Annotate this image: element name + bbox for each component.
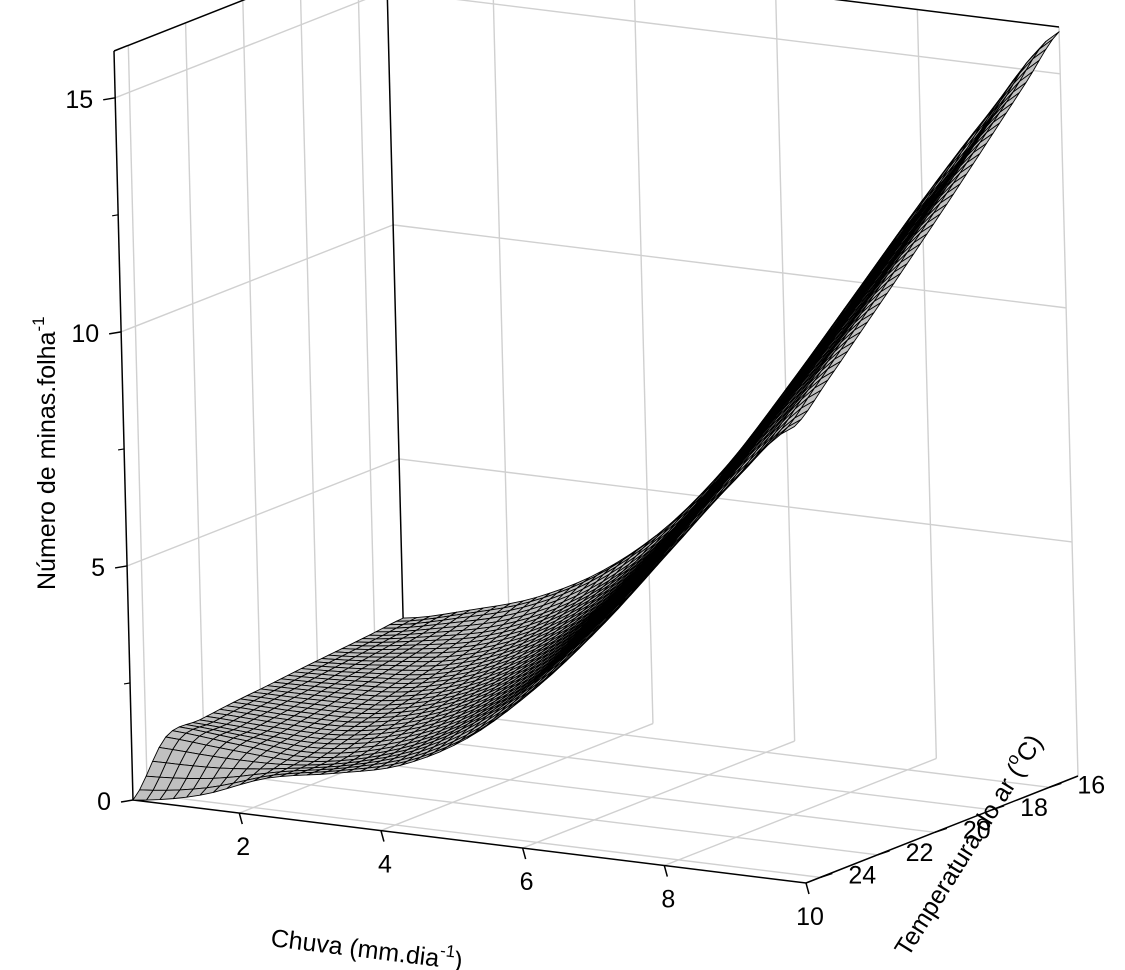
back-wall-gridline-z — [455, 0, 1061, 75]
floor-gridline-x — [380, 722, 654, 832]
x-tick-label: 2 — [236, 833, 250, 861]
z-tick-label: 10 — [71, 320, 99, 348]
z-axis-line — [113, 50, 134, 801]
x-tick-mark — [521, 847, 527, 860]
x-tick-label: 8 — [661, 886, 675, 914]
side-wall-gridline-z — [126, 458, 400, 567]
z-minor-tick — [117, 448, 125, 451]
back-wall-gridline-x — [633, 0, 654, 724]
z-tick-label: 5 — [91, 554, 105, 582]
top-edge-left — [113, 0, 246, 52]
back-wall-gridline-x — [775, 0, 796, 742]
side-wall-gridline-y — [127, 45, 149, 795]
z-tick-mark — [114, 565, 128, 569]
z-minor-tick — [112, 214, 119, 217]
x-tick-label: 10 — [796, 903, 824, 931]
side-wall-gridline-y — [299, 0, 320, 727]
z-tick-mark — [103, 97, 116, 101]
back-wall-gridline-x — [1058, 26, 1079, 777]
top-edge-back — [833, 0, 1060, 28]
floor-gridline-y — [204, 771, 878, 856]
z-tick-mark — [120, 799, 134, 803]
y-tick-label: 24 — [848, 861, 876, 889]
x-tick-mark — [238, 812, 243, 825]
x-tick-label: 6 — [520, 868, 534, 896]
z-axis-title: Número de minas.folha-1 — [29, 316, 61, 590]
y-tick-mark — [877, 850, 890, 856]
y-tick-mark — [820, 872, 833, 879]
side-wall-gridline-z — [120, 224, 394, 333]
y-tick-mark — [1049, 782, 1062, 788]
y-tick-label: 18 — [1020, 794, 1048, 822]
surface-layer — [132, 31, 1060, 801]
z-tick-mark — [109, 331, 122, 335]
surface-patch — [132, 789, 154, 801]
back-wall-gridline-z — [393, 224, 1067, 309]
side-wall-gridline-z — [114, 0, 366, 99]
z-tick-label: 0 — [97, 788, 111, 816]
x-axis-line — [132, 799, 807, 884]
y-tick-label: 20 — [963, 816, 991, 844]
z-tick-label: 15 — [65, 86, 93, 114]
x-tick-label: 4 — [378, 851, 392, 879]
y-tick-mark — [991, 805, 1005, 811]
y-tick-mark — [934, 827, 948, 834]
floor-gridline-x — [664, 757, 937, 867]
surface-patch — [1032, 38, 1053, 60]
floor-gridline-y — [147, 793, 821, 879]
x-tick-mark — [663, 865, 669, 877]
x-tick-mark — [380, 830, 385, 842]
side-wall-gridline-y — [184, 22, 206, 772]
back-wall-gridline-x — [916, 9, 938, 759]
y-tick-label: 22 — [906, 839, 934, 867]
back-wall-gridline-x — [492, 0, 512, 707]
z-minor-tick — [123, 682, 131, 685]
x-tick-mark — [805, 882, 810, 895]
side-wall-gridline-y — [357, 0, 378, 705]
back-wall-gridline-z — [398, 458, 1073, 543]
x-axis-title: Chuva (mm.dia-1) — [269, 920, 464, 970]
y-tick-label: 16 — [1077, 771, 1105, 799]
back-corner-edge — [386, 0, 406, 694]
floor-gridline-x — [522, 740, 795, 849]
side-wall-gridline-y — [242, 0, 263, 750]
